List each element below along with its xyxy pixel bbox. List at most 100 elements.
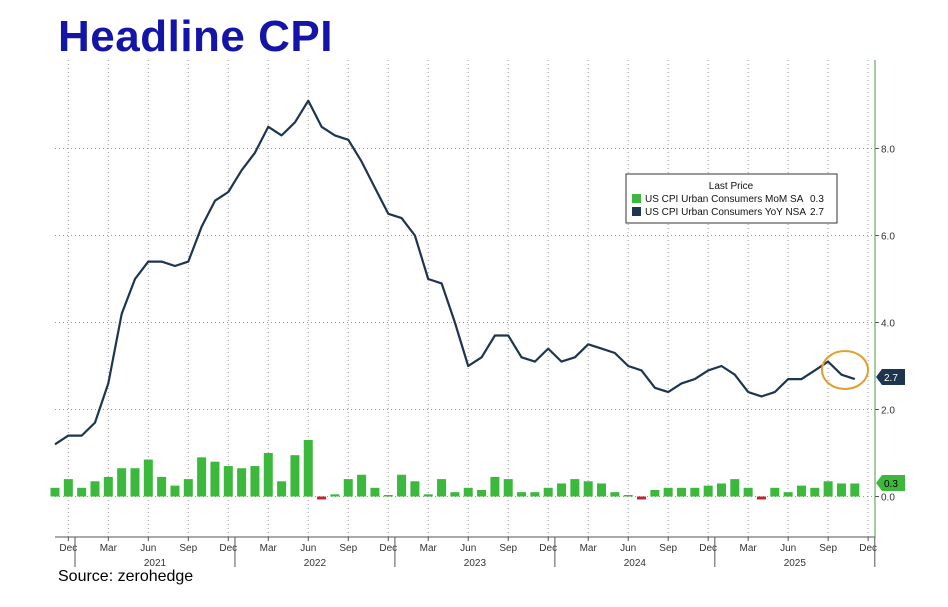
mom-bar: [783, 492, 793, 497]
mom-bar: [103, 476, 113, 497]
mom-bar: [63, 479, 73, 497]
mom-bar: [357, 474, 367, 497]
mom-bar: [237, 468, 247, 497]
mom-bar: [810, 487, 820, 497]
legend-title: Last Price: [709, 181, 754, 192]
legend-swatch-mom: [632, 194, 641, 203]
x-year-label: 2024: [624, 558, 647, 569]
mom-bar: [717, 483, 726, 497]
mom-bar: [637, 496, 647, 500]
mom-bar: [343, 479, 353, 497]
mom-bar: [277, 481, 287, 497]
mom-bar: [530, 492, 540, 497]
y-tick-label: 8.0: [881, 145, 895, 156]
mom-bar: [610, 492, 620, 497]
mom-bar: [170, 485, 180, 497]
mom-bar: [756, 496, 766, 500]
x-tick-label: Mar: [420, 543, 438, 554]
axes: 0.0 2.0 4.0 6.0 8.0 Dec Mar Jun Sep Dec Mar Jun Sep D…: [55, 60, 895, 569]
legend-label-mom: US CPI Urban Consumers MoM SA: [645, 194, 804, 205]
x-tick-label: Dec: [59, 543, 77, 554]
last-value-badge-mom: 0.3: [876, 475, 905, 491]
legend: Last Price US CPI Urban Consumers MoM SA…: [625, 173, 838, 224]
mom-bar: [410, 481, 420, 497]
x-tick-label: Sep: [339, 543, 357, 554]
y-tick-label: 4.0: [881, 319, 895, 330]
x-tick-label: Sep: [819, 543, 837, 554]
mom-bar: [370, 487, 380, 497]
badge-text-mom: 0.3: [884, 479, 898, 490]
mom-bar: [677, 487, 687, 497]
mom-bar: [463, 487, 473, 497]
mom-bar: [263, 453, 273, 497]
mom-bar: [383, 495, 393, 497]
mom-bar: [303, 439, 313, 497]
mom-bar: [477, 489, 487, 497]
mom-bar: [330, 494, 340, 497]
x-tick-label: Dec: [859, 543, 877, 554]
y-tick-label: 2.0: [881, 406, 895, 417]
mom-bar: [197, 457, 207, 497]
mom-bar: [157, 476, 167, 497]
mom-bar: [117, 468, 127, 497]
mom-bar: [437, 479, 447, 497]
grid-lines: [55, 60, 875, 537]
mom-bar: [397, 474, 407, 497]
highlight-circle: [821, 350, 869, 390]
mom-bar: [650, 489, 660, 497]
legend-box: [625, 173, 838, 224]
badge-text-yoy: 2.7: [884, 373, 898, 384]
x-tick-label: Dec: [699, 543, 717, 554]
mom-bar: [583, 481, 593, 497]
legend-label-yoy: US CPI Urban Consumers YoY NSA: [645, 207, 806, 218]
mom-bar: [290, 455, 300, 497]
y-tick-label: 0.0: [881, 493, 895, 504]
x-year-label: 2022: [304, 558, 327, 569]
yoy-line: [54, 99, 856, 446]
legend-value-mom: 0.3: [810, 194, 824, 205]
mom-bar: [143, 459, 153, 497]
mom-bar: [183, 479, 193, 497]
x-tick-label: Dec: [539, 543, 557, 554]
x-tick-label: Jun: [140, 543, 156, 554]
mom-bar: [250, 466, 260, 497]
mom-bar: [743, 487, 753, 497]
mom-bar: [503, 479, 513, 497]
x-tick-label: Sep: [659, 543, 677, 554]
mom-bar: [663, 487, 673, 497]
mom-bar: [623, 495, 633, 497]
mom-bar: [597, 483, 607, 497]
mom-bar: [543, 487, 553, 497]
mom-bar: [796, 485, 806, 497]
x-tick-label: Jun: [300, 543, 316, 554]
x-tick-label: Mar: [260, 543, 278, 554]
x-tick-label: Jun: [460, 543, 476, 554]
x-tick-label: Jun: [780, 543, 796, 554]
x-tick-label: Sep: [179, 543, 197, 554]
mom-bar: [130, 468, 140, 497]
mom-bar: [210, 461, 220, 497]
mom-bar: [223, 466, 233, 497]
x-tick-label: Dec: [219, 543, 237, 554]
legend-swatch-yoy: [632, 207, 641, 216]
x-tick-label: Jun: [620, 543, 636, 554]
mom-bar: [450, 492, 460, 497]
x-tick-label: Sep: [499, 543, 517, 554]
mom-bar: [703, 485, 713, 497]
mom-bar: [570, 479, 580, 497]
legend-value-yoy: 2.7: [810, 207, 824, 218]
mom-bar: [770, 487, 780, 497]
mom-bar: [50, 487, 60, 497]
x-tick-label: Mar: [580, 543, 598, 554]
mom-bars: [50, 439, 860, 500]
mom-bar: [490, 476, 500, 497]
source-note: Source: zerohedge: [58, 568, 194, 585]
y-tick-label: 6.0: [881, 232, 895, 243]
mom-bar: [690, 487, 700, 497]
last-value-badge-yoy: 2.7: [876, 369, 905, 385]
mom-bar: [850, 483, 860, 497]
x-tick-label: Mar: [740, 543, 758, 554]
x-tick-label: Mar: [100, 543, 118, 554]
mom-bar: [557, 483, 567, 497]
x-year-label: 2021: [144, 558, 167, 569]
